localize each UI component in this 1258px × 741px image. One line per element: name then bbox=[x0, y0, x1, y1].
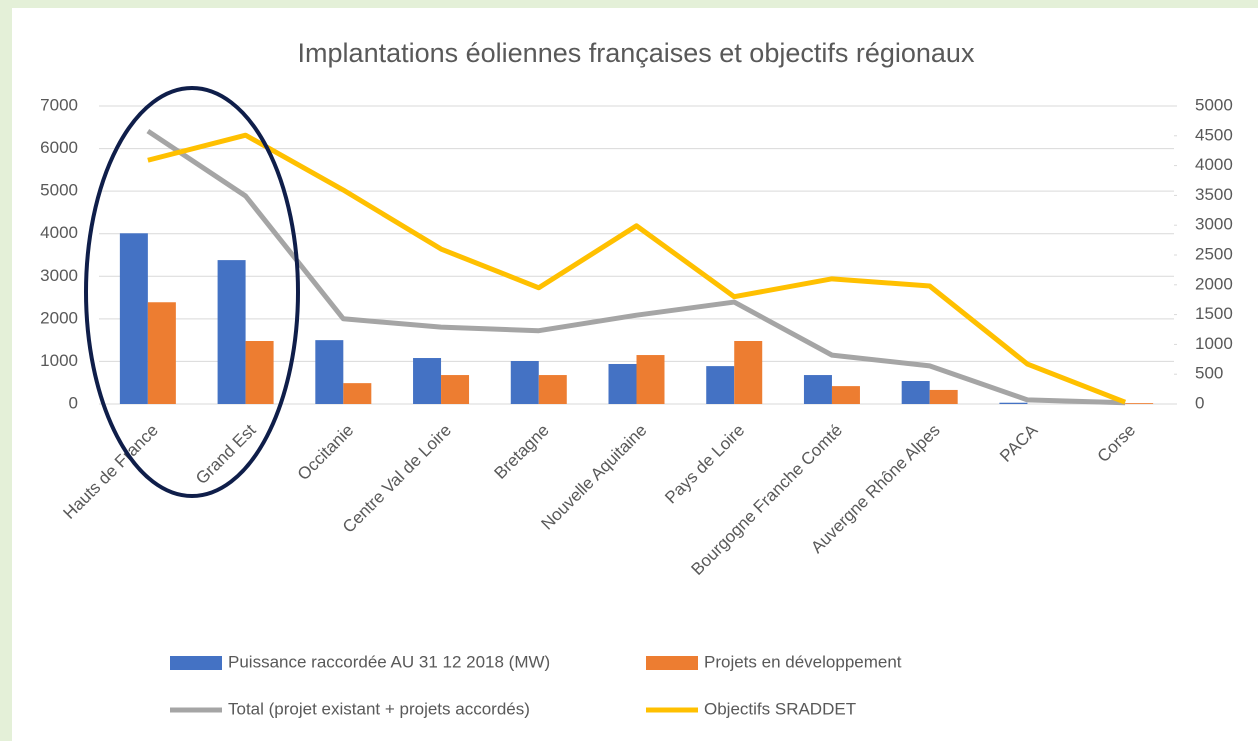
bar bbox=[538, 375, 567, 404]
bar bbox=[734, 340, 763, 404]
bar bbox=[901, 381, 930, 404]
bar bbox=[636, 355, 665, 404]
line bbox=[147, 132, 1127, 405]
y2-tick-label: 5000 bbox=[1195, 95, 1233, 114]
y-tick-label: 1000 bbox=[40, 351, 78, 370]
bar bbox=[217, 260, 246, 404]
legend-label: Total (projet existant + projets accordé… bbox=[228, 699, 530, 718]
highlight-ellipse bbox=[84, 86, 300, 498]
legend-label: Projets en développement bbox=[704, 652, 902, 671]
y2-tick-label: 2500 bbox=[1195, 244, 1233, 263]
bar bbox=[413, 358, 442, 404]
y2-tick-label: 0 bbox=[1195, 393, 1204, 412]
legend-swatch bbox=[646, 656, 698, 670]
bar bbox=[999, 402, 1028, 404]
bar bbox=[343, 383, 372, 404]
chart-title: Implantations éoliennes françaises et ob… bbox=[298, 38, 975, 68]
bar bbox=[929, 389, 958, 404]
bar bbox=[803, 375, 832, 404]
y2-tick-label: 3000 bbox=[1195, 215, 1233, 234]
y-tick-label: 0 bbox=[69, 393, 78, 412]
line bbox=[146, 128, 1126, 406]
bar bbox=[706, 366, 735, 404]
bar bbox=[315, 340, 344, 404]
legend-label: Objectifs SRADDET bbox=[704, 699, 856, 718]
bar bbox=[147, 302, 176, 404]
y-tick-label: 7000 bbox=[40, 95, 78, 114]
y-tick-label: 5000 bbox=[40, 181, 78, 200]
bar bbox=[608, 363, 637, 404]
y2-tick-label: 4500 bbox=[1195, 125, 1233, 144]
bar bbox=[510, 361, 539, 404]
y2-tick-label: 3500 bbox=[1195, 185, 1233, 204]
y2-tick-label: 500 bbox=[1195, 364, 1223, 383]
y-tick-label: 3000 bbox=[40, 266, 78, 285]
bar bbox=[831, 386, 860, 404]
bar bbox=[441, 375, 470, 404]
y2-tick-label: 1000 bbox=[1195, 334, 1233, 353]
y2-tick-label: 4000 bbox=[1195, 155, 1233, 174]
bar bbox=[245, 340, 274, 404]
legend-swatch bbox=[170, 656, 222, 670]
y-tick-label: 2000 bbox=[40, 308, 78, 327]
y2-tick-label: 1500 bbox=[1195, 304, 1233, 323]
bar bbox=[1125, 403, 1154, 404]
legend-label: Puissance raccordée AU 31 12 2018 (MW) bbox=[228, 652, 550, 671]
y-tick-label: 6000 bbox=[40, 138, 78, 157]
bar bbox=[119, 233, 148, 404]
y-tick-label: 4000 bbox=[40, 223, 78, 242]
y2-tick-label: 2000 bbox=[1195, 274, 1233, 293]
